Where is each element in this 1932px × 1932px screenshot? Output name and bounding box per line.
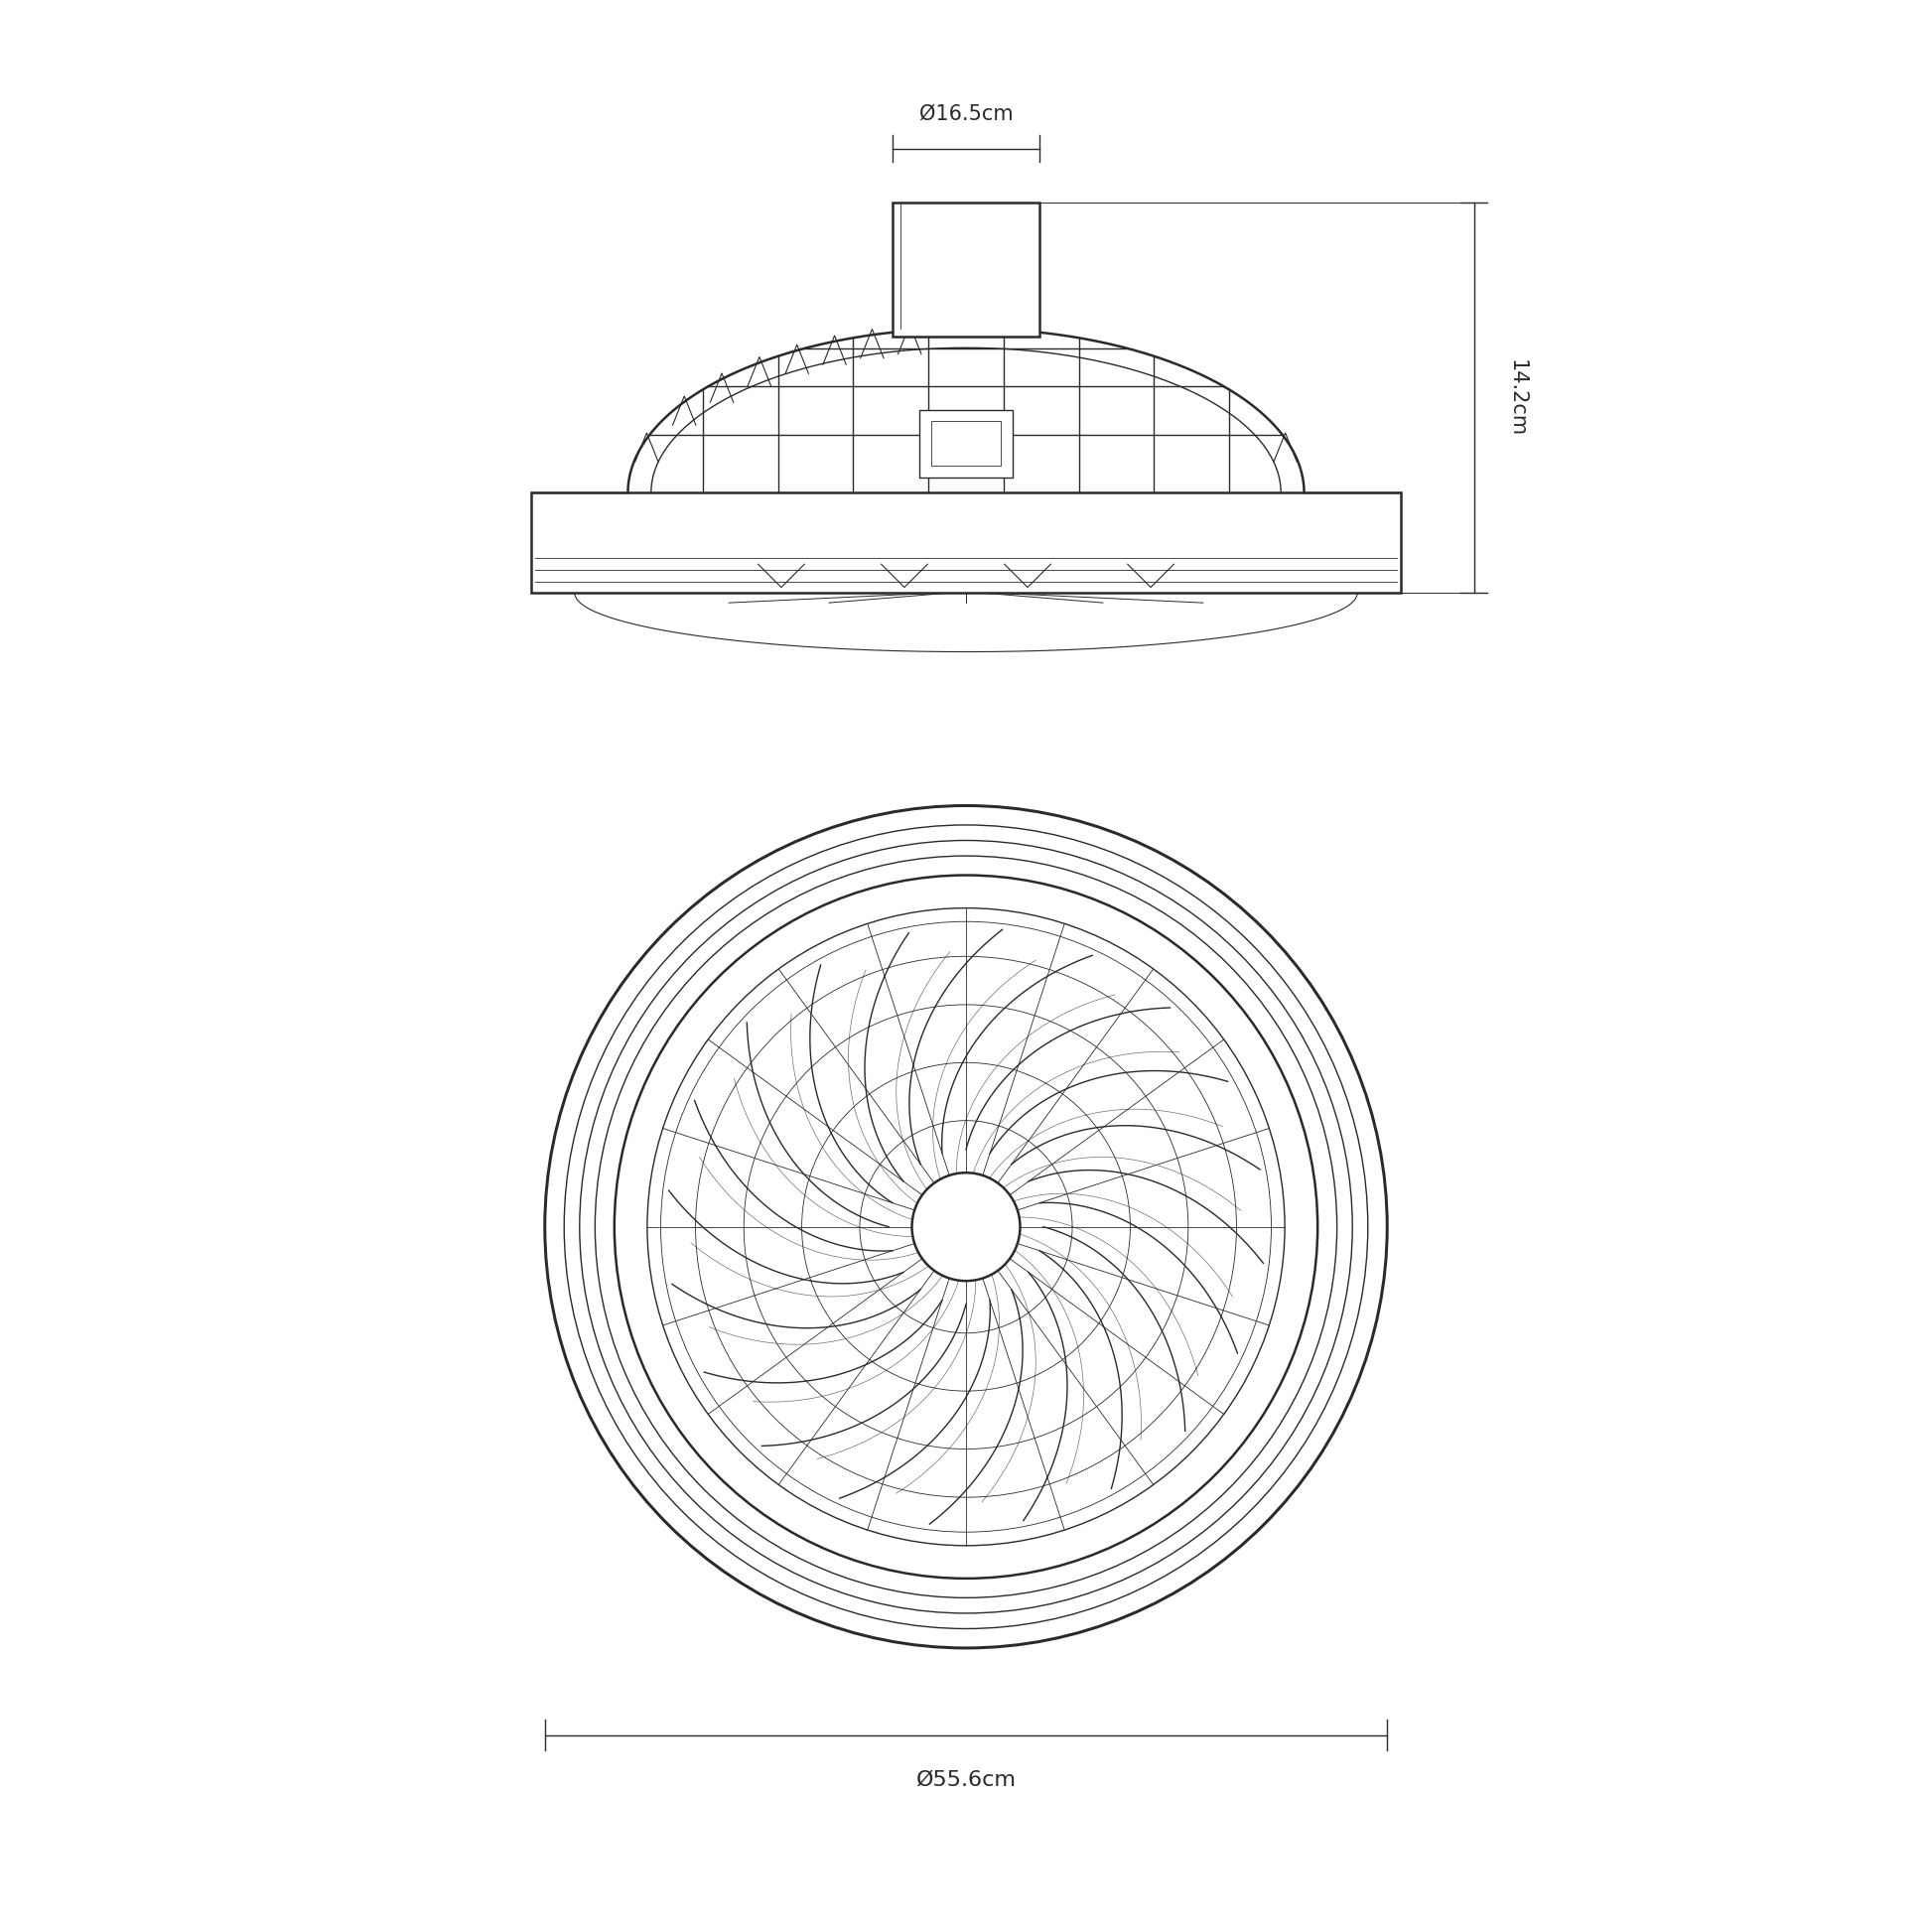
Circle shape [912, 1173, 1020, 1281]
Bar [920, 410, 1012, 477]
Bar [893, 203, 1039, 336]
Text: Ø16.5cm: Ø16.5cm [920, 104, 1012, 124]
Bar [931, 421, 1001, 466]
Text: 14.2cm: 14.2cm [1507, 359, 1526, 437]
Text: Ø55.6cm: Ø55.6cm [916, 1770, 1016, 1789]
Bar [531, 493, 1401, 593]
